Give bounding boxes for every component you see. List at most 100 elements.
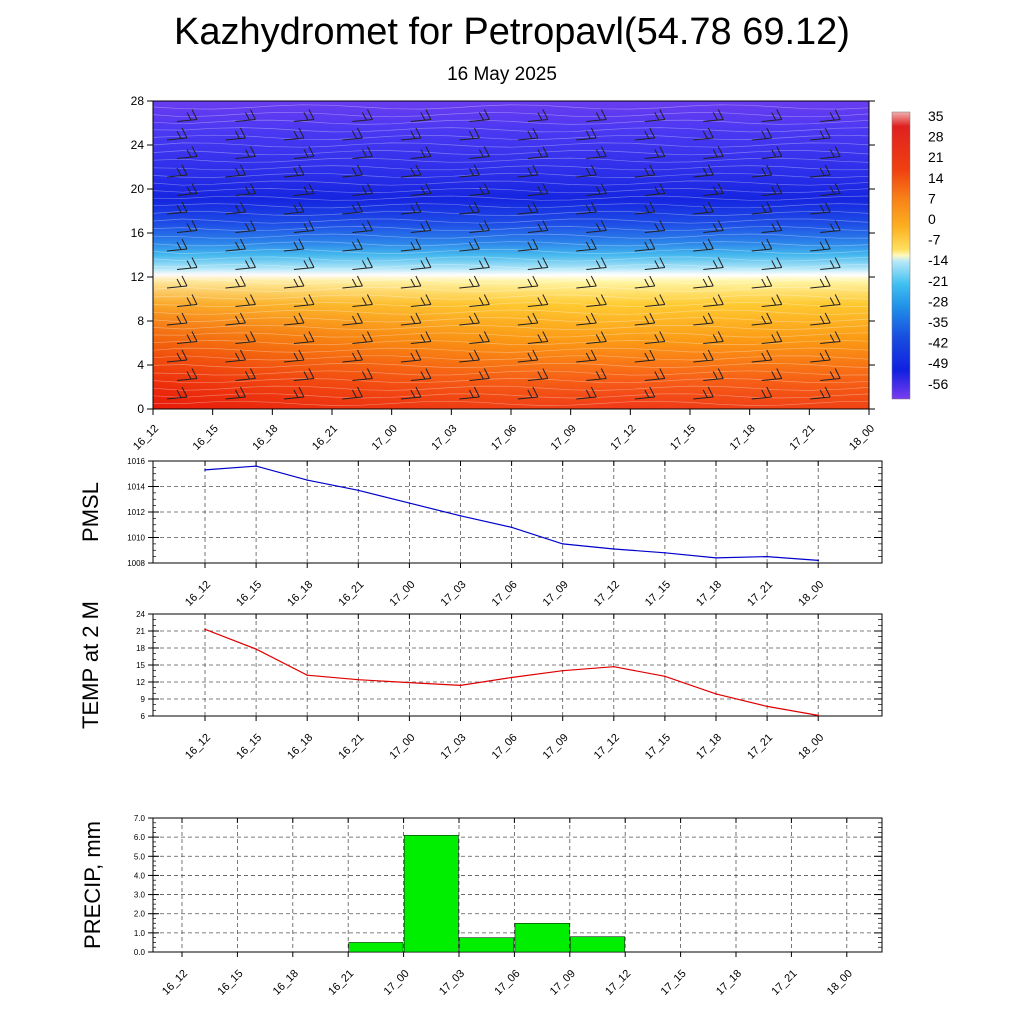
- wind-barb: [644, 193, 665, 196]
- wind-barb-flag: [707, 349, 714, 361]
- wind-barb-flag: [717, 257, 724, 268]
- wind-barb-flag: [644, 241, 650, 250]
- wind-barb-flag: [361, 260, 367, 269]
- wind-barb-flag: [766, 312, 773, 324]
- wind-barb-flag: [420, 260, 426, 269]
- wind-barb-flag: [532, 127, 539, 139]
- wind-barb: [235, 304, 256, 307]
- wind-barb: [527, 119, 548, 122]
- wind-barb-flag: [293, 389, 299, 398]
- data-point: [715, 693, 717, 695]
- wind-barb-flag: [717, 109, 724, 120]
- wind-barb-flag: [595, 149, 601, 158]
- wind-barb-flag: [191, 220, 198, 231]
- precip-bar: [403, 834, 459, 953]
- wind-barb: [352, 341, 373, 344]
- wind-barb-flag: [659, 257, 666, 268]
- wind-barb-flag: [293, 241, 299, 250]
- wind-barb: [410, 341, 431, 344]
- wind-barb-flag: [649, 127, 656, 139]
- wind-barb-flag: [766, 201, 773, 213]
- wind-barb-flag: [366, 368, 373, 379]
- wind-barb-flag: [712, 371, 718, 380]
- wind-barb: [576, 396, 597, 400]
- x-tick-label: 17_12: [603, 968, 633, 998]
- wind-barb-flag: [712, 149, 718, 158]
- wind-barb-flag: [766, 386, 773, 398]
- wind-barb: [410, 230, 431, 233]
- wind-barb: [410, 378, 431, 381]
- y-tick-label: 20: [131, 182, 145, 196]
- data-point: [408, 681, 411, 684]
- wind-barb-flag: [420, 186, 426, 195]
- x-tick-label: 17_15: [643, 732, 673, 762]
- wind-barb: [517, 285, 538, 289]
- wind-barb: [693, 137, 714, 141]
- data-point: [510, 526, 513, 529]
- wind-barb-flag: [410, 389, 416, 398]
- wind-barb-flag: [659, 146, 666, 157]
- wind-barb-flag: [834, 331, 841, 342]
- wind-barb-flag: [542, 331, 549, 342]
- wind-barb: [235, 156, 256, 159]
- wind-barb-flag: [717, 183, 724, 194]
- wind-barb-flag: [235, 315, 240, 324]
- wind-barb-flag: [824, 164, 831, 176]
- wind-barb-flag: [181, 386, 188, 398]
- wind-barb: [459, 137, 480, 141]
- wind-barb-flag: [542, 368, 549, 379]
- wind-barb: [459, 211, 480, 215]
- wind-barb: [176, 267, 198, 270]
- wind-barb: [810, 322, 831, 326]
- wind-barb-flag: [245, 112, 250, 121]
- precip-bar: [514, 923, 570, 953]
- wind-barb: [751, 248, 772, 252]
- data-point: [561, 669, 564, 672]
- colorbar-label: -21: [928, 273, 948, 289]
- wind-barb-flag: [712, 223, 718, 232]
- wind-barb: [693, 248, 714, 252]
- wind-barb-flag: [702, 352, 708, 361]
- x-tick-label: 17_09: [541, 579, 571, 609]
- wind-barb-flag: [659, 294, 666, 305]
- x-tick-label: 16_18: [285, 732, 315, 762]
- contour-line: [152, 378, 870, 384]
- wind-barb-flag: [425, 220, 432, 231]
- wind-barb-flag: [527, 315, 533, 324]
- wind-barb-flag: [308, 146, 315, 157]
- wind-barb-flag: [717, 146, 724, 157]
- wind-barb-flag: [766, 238, 773, 250]
- wind-barb-flag: [644, 278, 650, 287]
- contour-line: [152, 317, 870, 323]
- wind-barb: [400, 359, 421, 363]
- wind-barb: [586, 304, 607, 307]
- wind-barb: [693, 285, 714, 289]
- wind-barb: [693, 396, 714, 400]
- wind-barb-flag: [356, 275, 363, 287]
- contour-line: [152, 370, 870, 376]
- wind-barb: [517, 359, 538, 363]
- wind-barb-flag: [483, 183, 490, 194]
- wind-barb: [820, 193, 841, 196]
- wind-barb-flag: [600, 183, 607, 194]
- wind-barb-flag: [771, 186, 777, 195]
- wind-barb-flag: [776, 220, 783, 231]
- wind-barb-flag: [717, 294, 724, 305]
- wind-barb: [283, 396, 304, 400]
- wind-barb-flag: [356, 312, 363, 324]
- wind-barb-flag: [483, 220, 490, 231]
- wind-barb-flag: [351, 352, 357, 361]
- wind-barb: [703, 304, 724, 307]
- wind-barb: [634, 137, 655, 141]
- wind-barb: [634, 211, 655, 215]
- panel-precip: 0.0 1.0 2.0 3.0 4.0 5.0 6.0 7.0 16_12 16_15 16_18 1…: [80, 814, 883, 998]
- wind-barb-flag: [176, 315, 182, 324]
- wind-barb: [810, 285, 831, 289]
- wind-barb-flag: [819, 389, 825, 398]
- wind-barb-flag: [356, 164, 363, 176]
- wind-barb-flag: [240, 349, 246, 361]
- wind-barb-flag: [537, 112, 543, 121]
- wind-barb-flag: [303, 223, 309, 232]
- wind-barb-flag: [585, 278, 591, 287]
- wind-barb: [527, 193, 548, 196]
